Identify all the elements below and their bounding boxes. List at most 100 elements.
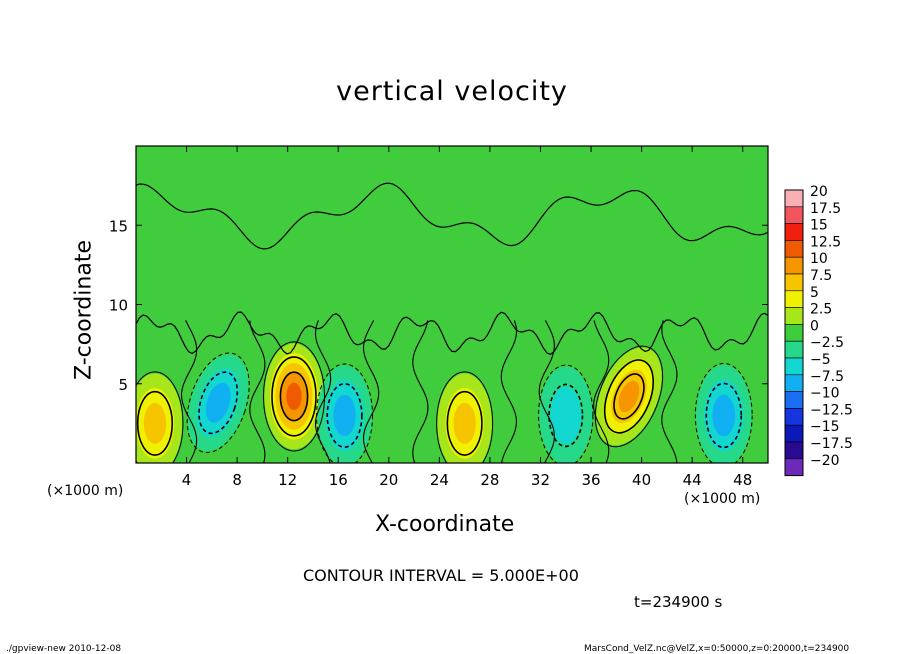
zero-contour-upper — [136, 182, 768, 250]
x-tick-label-11: 48 — [733, 471, 752, 489]
colorbar-swatch-4 — [784, 256, 804, 275]
x-tick-label-0: 4 — [182, 471, 192, 489]
feature-4-contour-0 — [436, 371, 494, 463]
colorbar-label-1: 17.5 — [810, 201, 841, 217]
colorbar-label-6: 5 — [810, 285, 819, 301]
feature-5-contour-1 — [548, 383, 584, 448]
feature-5-contour-0 — [538, 364, 594, 463]
colorbar-label-10: −5 — [810, 352, 831, 368]
colorbar-swatch-11 — [784, 374, 804, 392]
colorbar-label-14: −15 — [810, 419, 840, 435]
zero-contour-column-8 — [661, 320, 678, 463]
x-tick-label-1: 8 — [232, 471, 242, 489]
x-tick-label-4: 20 — [379, 471, 398, 489]
y-axis-label: Z-coordinate — [71, 240, 97, 380]
feature-4-level-2 — [453, 402, 476, 444]
colorbar-label-0: 20 — [810, 184, 828, 200]
colorbar-label-8: 0 — [810, 318, 819, 334]
x-unit-right: (×1000 m) — [684, 491, 761, 507]
field-layer — [136, 146, 768, 463]
feature-0-contour-0 — [136, 371, 184, 463]
feature-1-contour-0 — [186, 352, 250, 454]
feature-6-contour-2 — [613, 373, 645, 420]
colorbar-swatch-14 — [784, 424, 804, 443]
x-axis-label: X-coordinate — [375, 512, 515, 537]
x-tick-label-10: 44 — [683, 471, 702, 489]
colorbar-swatch-9 — [784, 340, 804, 359]
colorbar-label-2: 15 — [810, 218, 828, 234]
feature-3-contour-1 — [326, 382, 363, 448]
x-tick-label-9: 40 — [632, 471, 651, 489]
colorbar-swatch-3 — [784, 240, 804, 258]
feature-2-contour-1 — [271, 356, 317, 437]
colorbar-label-15: −17.5 — [810, 436, 853, 452]
x-tick-label-8: 36 — [581, 471, 600, 489]
colorbar-swatch-8 — [784, 324, 804, 342]
feature-6-contour-0 — [594, 345, 664, 448]
y-axis: 5 10 15 — [109, 217, 768, 394]
colorbar-label-9: −2.5 — [810, 335, 844, 351]
y-tick-label-0: 5 — [118, 376, 128, 394]
y-tick-label-2: 15 — [109, 217, 128, 235]
x-unit-left: (×1000 m) — [47, 483, 124, 499]
colorbar-swatch-0 — [784, 189, 804, 208]
x-tick-label-5: 24 — [430, 471, 449, 489]
zero-contour-column-1 — [249, 320, 266, 463]
feature-2-contour-0 — [263, 341, 325, 452]
colorbar-swatch-2 — [784, 223, 804, 241]
feature-0-contour-1 — [136, 390, 174, 456]
feature-6-level-3 — [618, 380, 640, 413]
feature-3-level-2 — [333, 394, 356, 437]
colorbar-label-11: −7.5 — [810, 369, 844, 385]
x-tick-label-2: 12 — [278, 471, 297, 489]
colorbar-swatch-15 — [784, 441, 804, 460]
colorbar-swatch-10 — [784, 357, 804, 376]
zero-contour-column-7 — [593, 320, 610, 463]
feature-6-contour-1 — [603, 359, 655, 434]
colorbar-swatch-16 — [784, 458, 804, 476]
colorbar-swatch-6 — [784, 290, 804, 308]
footer-left: ./gpview-new 2010-12-08 — [6, 644, 122, 654]
contour-lines-layer — [136, 182, 768, 463]
feature-1-contour-1 — [198, 371, 239, 435]
zero-contour-column-3 — [362, 320, 380, 463]
colorbar-label-4: 10 — [810, 251, 828, 267]
zero-contour-column-6 — [538, 320, 555, 463]
feature-2-level-4 — [286, 382, 302, 411]
y-tick-label-1: 10 — [109, 297, 128, 315]
colorbar-swatch-7 — [784, 307, 804, 325]
footer-right: MarsCond_VelZ.nc@VelZ,x=0:50000,z=0:2000… — [584, 644, 850, 654]
colorbar-frame — [784, 189, 804, 477]
colorbar-swatch-13 — [784, 408, 804, 426]
feature-5-level-1 — [550, 386, 582, 445]
x-tick-label-7: 32 — [531, 471, 550, 489]
x-tick-label-6: 28 — [480, 471, 499, 489]
colorbar-swatch-1 — [784, 206, 804, 224]
contour-interval-note: CONTOUR INTERVAL = 5.000E+00 — [303, 566, 579, 585]
feature-4-contour-1 — [446, 390, 483, 456]
x-tick-label-3: 16 — [329, 471, 348, 489]
zero-contour-column-5 — [500, 320, 518, 463]
zero-contour-column-2 — [314, 320, 332, 463]
zero-contour-column-0 — [180, 320, 198, 463]
chart-title: vertical velocity — [336, 76, 568, 107]
x-axis: 4 8 12 16 20 24 28 32 36 40 44 48 — [182, 146, 752, 489]
time-label: t=234900 s — [634, 593, 723, 611]
colorbar-label-12: −10 — [810, 386, 840, 402]
feature-0-level-2 — [143, 402, 167, 444]
feature-7-contour-0 — [694, 362, 753, 463]
colorbar-label-16: −20 — [810, 453, 840, 469]
colorbar-label-7: 2.5 — [810, 302, 832, 318]
colorbar: 2017.51512.5107.552.50−2.5−5−7.5−10−12.5… — [784, 184, 853, 477]
colorbar-label-3: 12.5 — [810, 234, 841, 250]
colorbar-label-13: −12.5 — [810, 402, 853, 418]
feature-2-contour-2 — [279, 371, 309, 422]
feature-7-level-2 — [712, 394, 736, 437]
colorbar-label-5: 7.5 — [810, 268, 832, 284]
feature-7-contour-1 — [705, 382, 743, 449]
feature-1-level-2 — [205, 382, 231, 423]
zero-contour-column-4 — [412, 320, 429, 463]
colorbar-swatch-12 — [784, 391, 804, 409]
colorbar-swatch-5 — [784, 273, 804, 292]
